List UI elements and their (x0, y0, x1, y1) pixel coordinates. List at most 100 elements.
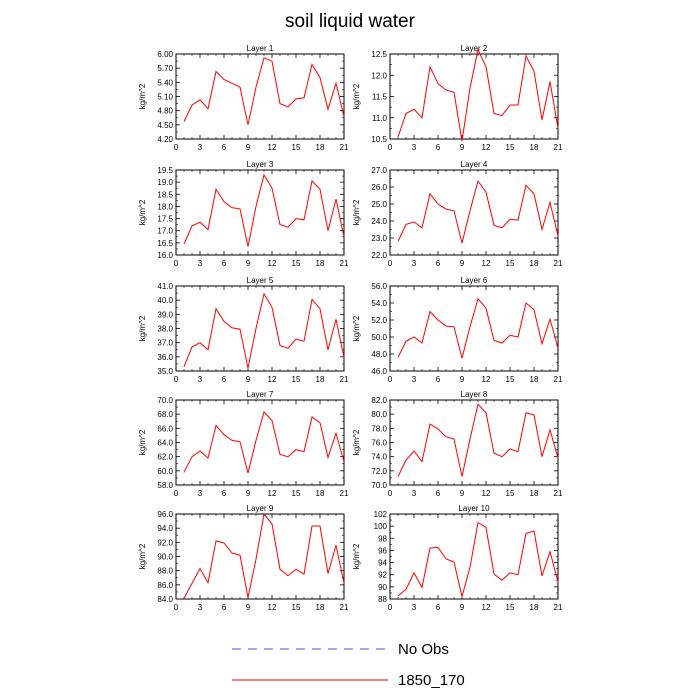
x-tick-label: 15 (506, 375, 515, 384)
x-tick-label: 3 (198, 603, 203, 612)
y-tick-label: 62.0 (157, 453, 173, 462)
x-tick-label: 12 (482, 259, 491, 268)
y-tick-label: 70.0 (157, 396, 173, 405)
y-tick-label: 86.0 (157, 581, 173, 590)
x-tick-label: 18 (316, 489, 325, 498)
x-tick-label: 0 (174, 143, 179, 152)
legend-label-no-obs: No Obs (398, 641, 449, 658)
chart-panel: Layer 1 0 3 6 9 12 15 18 21 4.20 4.50 4.80 5.10 5.40 5… (138, 44, 349, 152)
x-tick-label: 9 (460, 603, 465, 612)
y-tick-label: 11.0 (372, 114, 388, 123)
y-tick-label: 78.0 (371, 424, 387, 433)
y-axis-label: kg/m^2 (352, 83, 361, 109)
x-tick-label: 15 (292, 375, 301, 384)
y-tick-label: 70.0 (371, 481, 387, 490)
y-tick-label: 41.0 (157, 282, 173, 291)
y-tick-label: 66.0 (157, 424, 173, 433)
figure-title: soil liquid water (285, 11, 416, 32)
legend: No Obs 1850_170 (232, 641, 465, 689)
chart-panels: Layer 10 3 6 9 12 15 18 214.204.504.805.105.405… (138, 44, 563, 612)
x-tick-label: 0 (388, 603, 393, 612)
y-tick-label: 56.0 (371, 282, 387, 291)
y-tick-label: 19.0 (157, 178, 173, 187)
x-tick-label: 9 (246, 375, 251, 384)
x-tick-label: 18 (316, 259, 325, 268)
y-tick-label: 10.5 (371, 135, 387, 144)
x-tick-label: 18 (316, 143, 325, 152)
y-tick-label: 84.0 (157, 595, 173, 604)
y-tick-label: 4.50 (157, 121, 173, 130)
y-tick-label: 96.0 (157, 510, 173, 519)
x-tick-label: 21 (340, 489, 349, 498)
x-tick-label: 15 (292, 489, 301, 498)
panel-title: Layer 6 (461, 276, 488, 285)
x-tick-label: 9 (460, 489, 465, 498)
x-tick-label: 21 (554, 259, 563, 268)
plot-frame (389, 169, 559, 256)
y-axis-label: kg/m^2 (352, 429, 361, 455)
x-tick-label: 12 (482, 603, 491, 612)
plot-frame (175, 285, 345, 372)
x-tick-label: 3 (412, 259, 417, 268)
y-tick-label: 38.0 (157, 325, 173, 334)
y-tick-label: 96 (378, 546, 387, 555)
y-tick-label: 36.0 (157, 353, 173, 362)
series-line (397, 403, 559, 477)
x-tick-label: 18 (530, 259, 539, 268)
y-tick-label: 50.0 (371, 333, 387, 342)
plot-frame (175, 53, 345, 140)
y-tick-label: 92.0 (157, 538, 173, 547)
x-tick-label: 3 (412, 489, 417, 498)
x-tick-label: 21 (554, 143, 563, 152)
y-tick-label: 102 (374, 510, 388, 519)
x-tick-label: 6 (222, 489, 227, 498)
chart-panel: Layer 7 0 3 6 9 12 15 18 21 58.0 60.0 62.0 64.0 66.0 6… (138, 390, 349, 498)
y-tick-label: 5.40 (157, 78, 173, 87)
panel-title: Layer 3 (247, 160, 274, 169)
y-tick-label: 90 (378, 583, 387, 592)
y-tick-label: 88.0 (157, 567, 173, 576)
chart-panel: Layer 5 0 3 6 9 12 15 18 21 35.0 36.0 37.0 38.0 39.0 4… (138, 276, 349, 384)
x-tick-label: 6 (436, 143, 441, 152)
x-tick-label: 12 (268, 143, 277, 152)
x-tick-label: 15 (506, 143, 515, 152)
x-tick-label: 21 (554, 489, 563, 498)
y-tick-label: 98 (378, 534, 387, 543)
y-tick-label: 46.0 (371, 367, 387, 376)
y-tick-label: 16.5 (157, 239, 173, 248)
x-tick-label: 21 (340, 603, 349, 612)
y-tick-label: 35.0 (157, 367, 173, 376)
x-tick-label: 9 (246, 143, 251, 152)
chart-panel: Layer 8 0 3 6 9 12 15 18 21 70.0 72.0 74.0 76.0 78.0 8… (352, 390, 563, 498)
chart-panel: Layer 3 0 3 6 9 12 15 18 21 16.0 16.5 17.0 17.5 18.0 1… (138, 160, 349, 268)
x-tick-label: 6 (222, 603, 227, 612)
chart-panel: Layer 4 0 3 6 9 12 15 18 21 22.0 23.0 24.0 25.0 26.0 2… (352, 160, 563, 268)
x-tick-label: 3 (198, 375, 203, 384)
plot-frame (389, 285, 559, 372)
chart-panel: Layer 2 0 3 6 9 12 15 18 21 10.5 11.0 11.5 12.0 12.5 k… (352, 44, 563, 152)
x-tick-label: 18 (316, 375, 325, 384)
y-axis-label: kg/m^2 (138, 543, 147, 569)
panel-title: Layer 1 (247, 44, 274, 53)
series-line (183, 173, 345, 247)
x-tick-label: 21 (554, 603, 563, 612)
y-tick-label: 58.0 (157, 481, 173, 490)
plot-frame (175, 399, 345, 486)
x-tick-label: 0 (174, 603, 179, 612)
plot-frame (175, 513, 345, 600)
x-tick-label: 21 (340, 259, 349, 268)
x-tick-label: 0 (388, 489, 393, 498)
x-tick-label: 6 (222, 143, 227, 152)
x-tick-label: 9 (246, 259, 251, 268)
x-tick-label: 12 (482, 143, 491, 152)
y-tick-label: 12.0 (371, 71, 387, 80)
x-tick-label: 18 (530, 375, 539, 384)
chart-panel: Layer 10 0 3 6 9 12 15 18 21 88 90 92 94 96 98 100 102 kg… (352, 504, 563, 612)
x-tick-label: 0 (174, 259, 179, 268)
x-tick-label: 15 (292, 143, 301, 152)
y-tick-label: 23.0 (371, 234, 387, 243)
series-line (397, 521, 559, 597)
x-tick-label: 21 (340, 143, 349, 152)
x-tick-label: 6 (436, 259, 441, 268)
